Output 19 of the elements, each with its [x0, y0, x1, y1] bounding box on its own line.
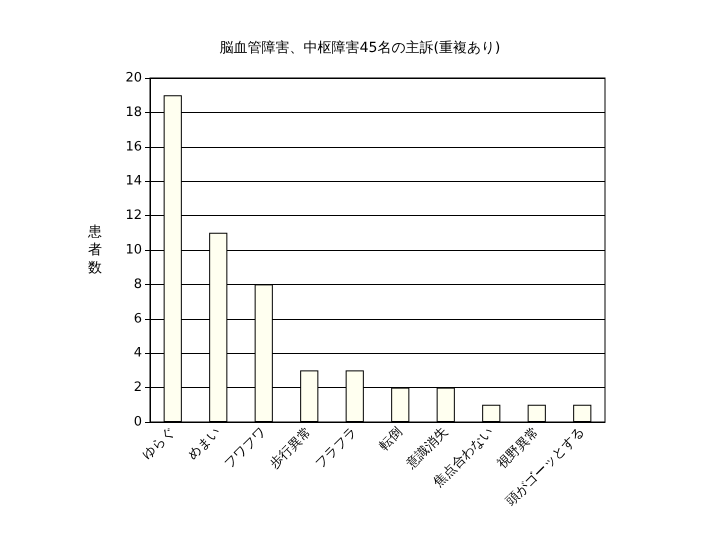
y-tick-label: 0	[134, 414, 142, 430]
y-tick-label: 18	[125, 104, 142, 120]
x-tick-label: 歩行異常	[267, 424, 315, 472]
x-tick-label: ゆらぐ	[140, 424, 178, 463]
x-tick-label: フラフラ	[312, 424, 360, 472]
y-tick-label: 6	[134, 311, 142, 326]
y-tick-label: 8	[134, 276, 142, 292]
y-tick-label: 4	[134, 346, 142, 361]
y-axis-title: 患者数	[87, 224, 102, 276]
x-tick-label: めまい	[185, 424, 224, 463]
y-tick-label: 10	[125, 242, 142, 258]
y-tick-label: 12	[125, 208, 142, 224]
y-tick-label: 20	[125, 70, 142, 86]
x-tick-label: 転倒	[376, 424, 406, 454]
y-tick-label: 2	[134, 380, 142, 396]
x-tick-label: フワフワ	[222, 424, 270, 472]
y-tick-label: 16	[125, 139, 142, 154]
y-tick-label: 14	[125, 174, 142, 189]
chart-title: 脳血管障害、中枢障害45名の主訴(重複あり)	[220, 40, 500, 56]
